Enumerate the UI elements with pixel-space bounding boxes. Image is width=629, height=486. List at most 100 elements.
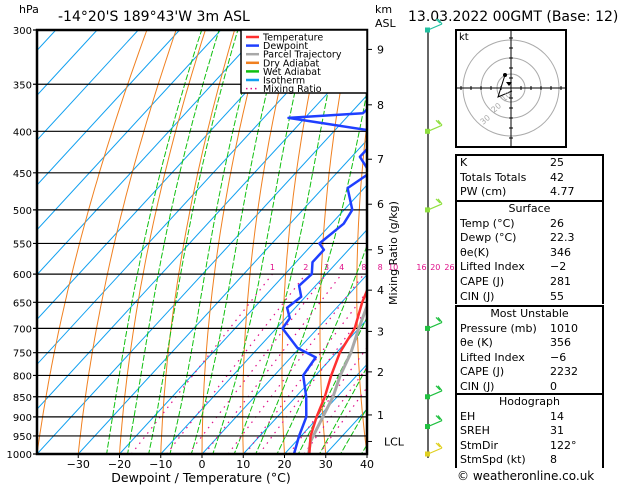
row-value: 26	[550, 216, 564, 230]
pressure-axis: 300 350 400 450 500 550 600 650 700 750 800 850 900 9…	[7, 26, 32, 461]
legend-label: Dry Adiabat	[263, 58, 320, 69]
mixing-ratio-label: 8	[378, 263, 383, 272]
wind-barb-dot	[425, 424, 430, 430]
mixing-ratio-line	[303, 366, 367, 454]
table-row: Pressure (mb) 1010	[457, 322, 602, 337]
row-label: Pressure (mb)	[460, 321, 537, 335]
height-tick-label: 3	[377, 325, 384, 338]
x-tick-label: −30	[67, 458, 90, 471]
background-lines	[36, 30, 453, 471]
height-tick-label: 6	[377, 198, 384, 211]
isotherm-line	[36, 30, 345, 367]
hodograph-title: Hodograph	[499, 395, 560, 408]
row-label: θe(K)	[460, 245, 490, 259]
wind-barb-dot	[425, 394, 430, 400]
wet-adiabat-line	[148, 30, 239, 454]
table-row: StmSpd (kt) 8	[457, 453, 602, 468]
row-label: Lifted Index	[460, 260, 525, 274]
dry-adiabat-line	[160, 30, 236, 454]
wind-barb-dot	[425, 128, 430, 134]
isotherm-line	[36, 30, 304, 322]
wind-barb-icon	[427, 442, 443, 455]
row-value: 25	[550, 156, 564, 169]
wind-barb-column	[425, 18, 443, 458]
wind-barb-dot	[425, 207, 430, 213]
row-label: Totals Totals	[460, 170, 527, 184]
dry-adiabat-line	[281, 30, 323, 454]
pressure-tick-label: 700	[13, 324, 32, 335]
pressure-tick-label: 650	[13, 298, 32, 309]
height-tick-label: 2	[377, 366, 384, 379]
pressure-tick-label: 850	[13, 393, 32, 404]
isotherm-line	[36, 30, 57, 53]
row-label: CAPE (J)	[460, 365, 505, 379]
pressure-tick-label: 400	[13, 127, 32, 138]
pressure-tick-label: 750	[13, 349, 32, 360]
x-tick-label: 40	[360, 458, 374, 471]
x-tick-label: −10	[149, 458, 172, 471]
row-label: Lifted Index	[460, 350, 525, 364]
pressure-tick-label: 300	[13, 26, 32, 37]
indices-table: K 25 Totals Totals 42 PW (cm) 4.77	[455, 154, 604, 200]
pressure-tick-label: 900	[13, 413, 32, 424]
row-value: 22.3	[550, 231, 575, 245]
surface-title: Surface	[508, 202, 551, 215]
wet-adiabat-line	[339, 407, 367, 454]
table-row: StmDir 122°	[457, 439, 602, 454]
isotherm-line	[160, 229, 367, 454]
height-tick-label: 9	[377, 43, 384, 56]
isotherm-line	[201, 273, 367, 454]
isotherm-line	[118, 184, 367, 454]
mixing-ratio-label: 3	[324, 263, 329, 272]
wind-barb-dot	[425, 325, 430, 331]
table-row: Temp (°C) 26	[457, 217, 602, 232]
wet-adiabat-line	[233, 30, 342, 454]
pressure-tick-label: 350	[13, 80, 32, 91]
row-value: −2	[550, 260, 567, 274]
height-tick-label: 8	[377, 99, 384, 112]
row-value: 55	[550, 289, 564, 303]
mixing-ratio-axis-label: Mixing Ratio (g/kg)	[387, 201, 400, 305]
height-tick-label: 7	[377, 153, 384, 166]
wind-barb-icon	[427, 385, 443, 398]
row-label: StmSpd (kt)	[460, 453, 526, 467]
hodograph-unit: kt	[459, 32, 469, 43]
temperature-axis: −30 −20 −10 0 10 20 30 40	[67, 454, 374, 471]
wind-barb-icon	[427, 198, 443, 211]
mixing-ratio-label: 20	[430, 263, 440, 272]
x-tick-label: 30	[319, 458, 333, 471]
dry-adiabat-line	[427, 30, 453, 471]
location-title: -14°20'S 189°43'W 3m ASL	[58, 9, 250, 25]
row-value: 14	[550, 409, 564, 423]
table-row: EH 14	[457, 410, 602, 425]
wind-barb-icon	[427, 119, 443, 132]
table-row: Lifted Index −6	[457, 351, 602, 366]
wet-adiabat-line	[255, 89, 367, 454]
height-tick-label: LCL	[384, 435, 405, 448]
pressure-tick-label: 550	[13, 239, 32, 250]
table-row: θe (K) 356	[457, 336, 602, 351]
isotherm-line	[36, 30, 263, 277]
isotherm-line	[242, 318, 367, 454]
mixing-ratio-label: 16	[416, 263, 426, 272]
dry-adiabat-line	[36, 30, 148, 454]
x-tick-label: 10	[236, 458, 250, 471]
row-label: Dewp (°C)	[460, 231, 517, 245]
isotherm-line	[36, 30, 139, 142]
mixing-ratio-labels: 1 2 3 4 8 8 10 16 20 26	[270, 263, 455, 272]
hodograph-trace	[497, 74, 513, 98]
legend-label: Temperature	[262, 33, 323, 44]
storm-motion-marker	[506, 82, 512, 86]
wet-adiabat-line	[190, 30, 283, 454]
mixing-ratio-label: 8	[361, 263, 366, 272]
isotherm-line	[36, 30, 222, 232]
pressure-tick-label: 500	[13, 206, 32, 217]
hodograph-point	[503, 73, 507, 77]
wind-barb-icon	[427, 415, 443, 428]
pressure-tick-label: 600	[13, 270, 32, 281]
table-row: CIN (J) 0	[457, 380, 602, 395]
profiles	[281, 107, 367, 454]
row-value: 122°	[550, 438, 577, 452]
